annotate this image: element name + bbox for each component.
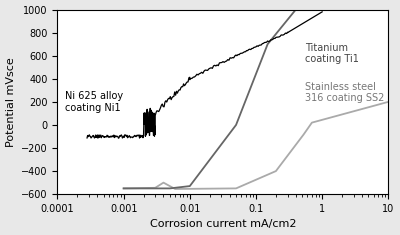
Text: Stainless steel
316 coating SS2: Stainless steel 316 coating SS2	[305, 82, 384, 103]
Y-axis label: Potential mVsce: Potential mVsce	[6, 57, 16, 147]
Text: Ni 625 alloy
coating Ni1: Ni 625 alloy coating Ni1	[65, 91, 123, 113]
X-axis label: Corrosion current mA/cm2: Corrosion current mA/cm2	[150, 219, 296, 229]
Text: Titanium
coating Ti1: Titanium coating Ti1	[305, 43, 359, 64]
